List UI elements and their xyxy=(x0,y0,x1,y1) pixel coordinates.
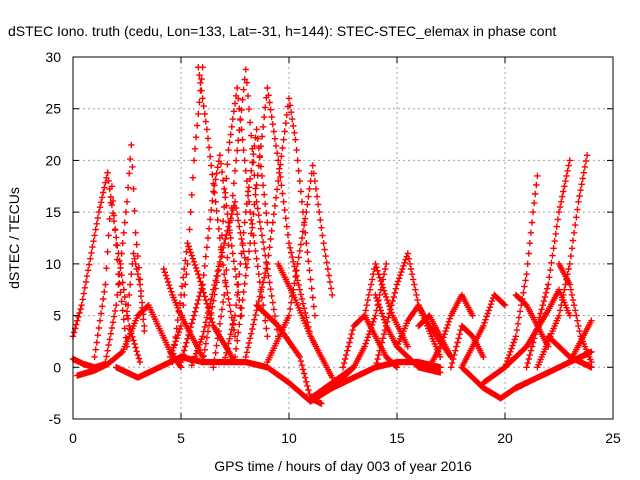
data-points xyxy=(69,64,595,407)
series-11 xyxy=(195,64,239,340)
data-point-markers xyxy=(91,183,131,361)
series-25 xyxy=(361,260,411,350)
data-point-markers xyxy=(74,302,185,379)
series-23 xyxy=(307,260,390,402)
y-tick-label: 20 xyxy=(45,152,61,168)
data-point-markers xyxy=(415,312,455,361)
data-point-markers xyxy=(169,240,239,366)
x-tick-label: 0 xyxy=(69,430,77,446)
data-point-markers xyxy=(545,333,595,371)
series-10 xyxy=(167,64,206,361)
y-tick-label: 15 xyxy=(45,204,61,220)
data-point-markers xyxy=(307,260,390,402)
data-point-markers xyxy=(195,64,239,340)
series-17 xyxy=(231,84,314,361)
series-18 xyxy=(242,95,319,361)
y-tick-label: -5 xyxy=(49,411,62,427)
series-4 xyxy=(102,141,148,366)
data-point-markers xyxy=(512,348,595,392)
data-point-markers xyxy=(69,169,111,340)
y-tick-label: 0 xyxy=(53,359,61,375)
series-38 xyxy=(512,348,595,392)
data-point-markers xyxy=(329,358,444,392)
y-tick-label: 30 xyxy=(45,49,61,65)
data-point-markers xyxy=(534,152,591,371)
data-point-markers xyxy=(275,260,336,381)
series-22 xyxy=(275,260,336,381)
y-tick-label: 10 xyxy=(45,256,61,272)
chart-title: dSTEC Iono. truth (cedu, Lon=133, Lat=-3… xyxy=(8,23,556,39)
series-15 xyxy=(210,66,282,371)
plot-frame xyxy=(72,56,614,420)
series-0 xyxy=(69,169,111,340)
series-31 xyxy=(426,291,476,371)
series-30 xyxy=(415,312,455,361)
y-axis-title: dSTEC / TECUs xyxy=(6,187,22,289)
y-tick-label: 25 xyxy=(45,101,61,117)
data-point-markers xyxy=(458,364,530,402)
series-9 xyxy=(169,240,239,366)
x-tick-label: 5 xyxy=(177,430,185,446)
data-point-markers xyxy=(123,250,148,335)
x-tick-label: 25 xyxy=(605,430,621,446)
data-point-markers xyxy=(555,260,595,366)
series-43 xyxy=(545,333,595,371)
x-tick-label: 10 xyxy=(281,430,297,446)
series-36 xyxy=(501,172,541,371)
axis-ticks: 0 5 10 15 20 25 -5 0 5 10 15 20 25 30 xyxy=(45,49,621,446)
series-40 xyxy=(555,260,595,366)
series-6 xyxy=(74,302,185,379)
series-34 xyxy=(458,364,530,402)
x-tick-label: 15 xyxy=(389,430,405,446)
data-point-markers xyxy=(231,84,314,361)
series-41 xyxy=(534,152,591,371)
data-point-markers xyxy=(210,66,282,371)
data-point-markers xyxy=(242,95,319,361)
data-point-markers xyxy=(102,141,148,366)
data-point-markers xyxy=(523,157,573,371)
x-tick-label: 20 xyxy=(497,430,513,446)
series-39 xyxy=(523,157,573,371)
x-axis-title: GPS time / hours of day 003 of year 2016 xyxy=(214,458,472,474)
y-tick-label: 5 xyxy=(53,308,61,324)
series-5 xyxy=(123,250,148,335)
data-point-markers xyxy=(167,64,206,361)
data-point-markers xyxy=(426,291,476,371)
data-point-markers xyxy=(361,260,411,350)
series-29 xyxy=(329,358,444,392)
data-point-markers xyxy=(501,172,541,371)
series-3 xyxy=(91,183,131,361)
